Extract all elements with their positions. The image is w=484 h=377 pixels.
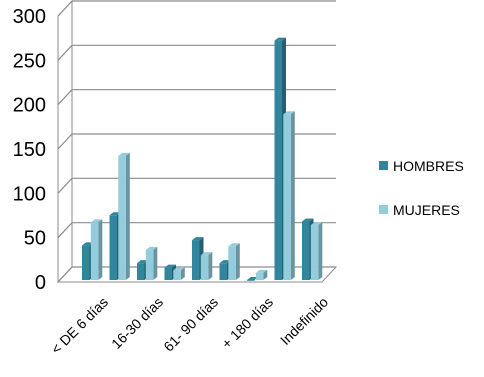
- bar-top: [82, 242, 94, 246]
- bar-top: [283, 111, 295, 115]
- bar-front: [200, 255, 209, 280]
- bar-mujeres: [90, 219, 103, 280]
- bar-top: [228, 243, 240, 247]
- bar-front: [82, 245, 90, 280]
- bar-top: [255, 269, 268, 273]
- legend-label: MUJERES: [393, 202, 460, 218]
- bar-mujeres: [283, 111, 295, 281]
- bar-front: [118, 155, 126, 280]
- y-tick-label: 0: [35, 272, 46, 294]
- bar-side: [180, 267, 185, 280]
- bar-side: [153, 246, 158, 280]
- bar-side: [318, 222, 323, 280]
- x-tick-label: + 180 días: [218, 294, 276, 352]
- y-axis-ticks: 0 50 100 150 200 250 300: [13, 6, 46, 294]
- bar-front: [90, 222, 99, 280]
- bar-side: [125, 152, 130, 280]
- bar-top: [200, 252, 213, 256]
- y-tick-label: 150: [13, 139, 46, 161]
- gridline-side: [57, 133, 73, 150]
- bar-front: [219, 263, 227, 280]
- bar-front: [145, 249, 154, 280]
- bar-top: [145, 246, 158, 250]
- gridline-side: [57, 222, 73, 239]
- bar-front: [228, 246, 236, 280]
- bar-front: [109, 215, 117, 280]
- x-tick-label: 16-30 días: [108, 294, 166, 352]
- bar-front: [310, 225, 319, 280]
- bar-front: [255, 272, 264, 280]
- gridline-side: [57, 266, 73, 283]
- bar-side: [208, 252, 213, 280]
- bar-side: [290, 111, 295, 281]
- bar-mujeres: [200, 252, 213, 280]
- legend-label: HOMBRES: [393, 158, 464, 174]
- gridline-side: [57, 44, 73, 61]
- bar-mujeres: [310, 222, 323, 280]
- bar-top: [109, 212, 121, 216]
- x-tick-label: 61- 90 días: [160, 294, 221, 355]
- bar-front: [302, 221, 310, 280]
- y-tick-label: 200: [13, 95, 46, 117]
- gridline-side: [57, 177, 73, 194]
- bar-top: [137, 260, 149, 264]
- x-tick-label: Indefinido: [277, 294, 331, 348]
- legend: HOMBRES MUJERES: [379, 158, 464, 218]
- bar-side: [235, 243, 240, 280]
- y-tick-label: 50: [24, 228, 46, 250]
- bar-top: [192, 237, 204, 241]
- bar-front: [274, 40, 282, 280]
- bar-top: [173, 267, 185, 271]
- y-tick-label: 250: [13, 50, 46, 72]
- bar-top: [302, 218, 314, 222]
- bars: [82, 37, 323, 281]
- bar-side: [263, 269, 268, 280]
- bar-mujeres: [118, 152, 130, 280]
- gridline-side: [57, 89, 73, 106]
- bar-top: [219, 260, 231, 264]
- bar-front: [283, 114, 291, 281]
- bar-top: [164, 264, 176, 268]
- bar-top: [310, 222, 323, 226]
- legend-swatch: [379, 205, 388, 214]
- bar-mujeres: [255, 269, 268, 280]
- bar-top: [90, 219, 103, 223]
- gridline-side: [57, 0, 73, 17]
- y-tick-label: 100: [13, 183, 46, 205]
- bar-mujeres: [145, 246, 158, 280]
- bar-hombres: [247, 277, 259, 281]
- bar-mujeres: [228, 243, 240, 280]
- bar-front: [247, 280, 255, 281]
- bar-top: [247, 277, 259, 280]
- bar-side: [98, 219, 103, 280]
- bar-top: [118, 152, 130, 156]
- bar-top: [274, 37, 286, 41]
- bar-front: [137, 263, 145, 280]
- y-tick-label: 300: [13, 6, 46, 28]
- x-tick-label: < DE 6 días: [48, 294, 111, 357]
- legend-swatch: [379, 161, 388, 170]
- bar-front: [164, 267, 172, 280]
- bar-front: [173, 270, 181, 280]
- bar-front: [192, 240, 200, 280]
- bar-mujeres: [173, 267, 185, 280]
